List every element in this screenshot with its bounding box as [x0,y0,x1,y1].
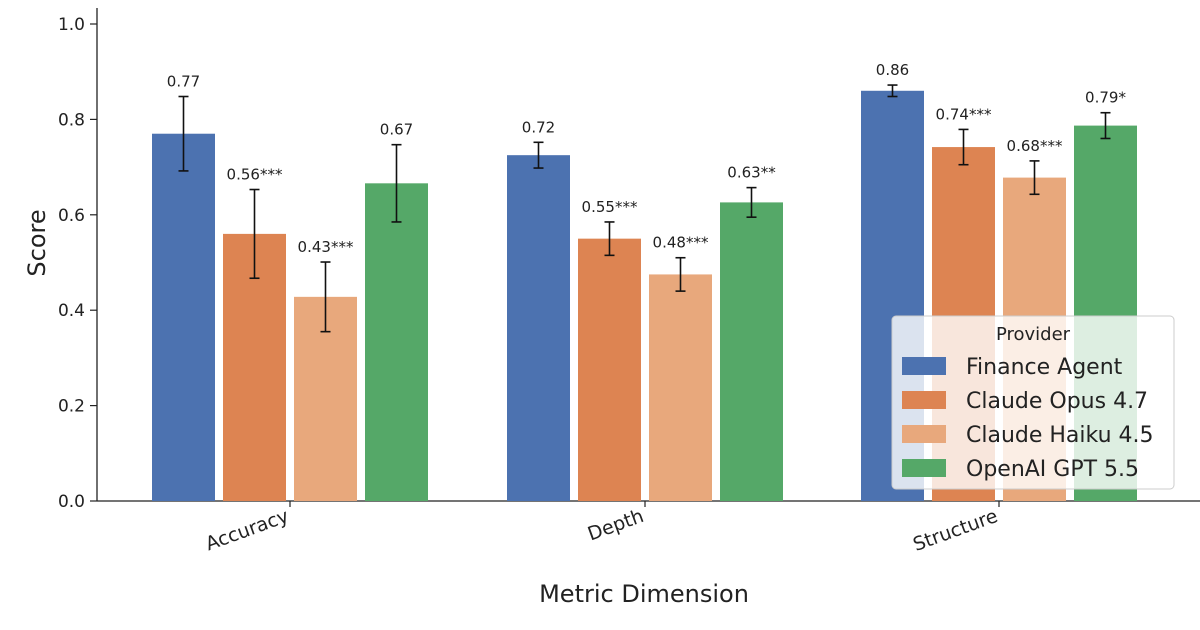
x-category-labels: Accuracy Depth Structure [203,501,1001,556]
bar [578,238,641,501]
y-tick-label: 0.8 [58,110,85,130]
y-tick-label: 0.0 [58,492,85,512]
bar [507,155,570,502]
y-tick-label: 0.2 [58,397,85,417]
bar-value-label: 0.63** [727,164,776,182]
legend-swatch [902,425,946,443]
bar-value-label: 0.48*** [653,234,709,252]
x-category-label: Structure [910,505,1001,556]
bar-value-label: 0.77 [167,73,200,91]
bar-value-label: 0.79* [1085,89,1126,107]
bar-value-label: 0.67 [380,121,413,139]
bar [649,274,712,501]
error-bars [178,84,1111,333]
legend-title: Provider [996,324,1071,345]
legend-frame [891,315,1175,490]
bar [720,202,783,501]
y-tick-label: 1.0 [58,15,85,35]
x-axis-title: Metric Dimension [539,580,749,608]
legend-label: Finance Agent [966,355,1123,380]
y-tick-label: 0.4 [58,301,85,321]
legend-swatch [902,357,946,375]
legend-swatch [902,391,946,409]
y-tick-label: 0.6 [58,206,85,226]
legend-label: Claude Opus 4.7 [966,389,1148,414]
legend-swatch [902,459,946,477]
x-category-label: Accuracy [203,505,292,555]
legend-items: Finance Agent Claude Opus 4.7 Claude Haiku… [902,355,1154,482]
x-category-label: Depth [585,505,647,545]
legend: Provider Finance Agent Claude Opus 4.7 Cla… [891,315,1175,490]
bar [365,183,428,501]
legend-label: Claude Haiku 4.5 [966,423,1154,448]
bar-labels: 0.77 0.72 0.86 0.56*** 0.55*** 0.74*** 0.43***… [167,61,1127,256]
y-ticks: 0.0 0.2 0.4 0.6 0.8 1.0 [58,15,97,512]
bar-value-label: 0.43*** [298,238,354,256]
bar-value-label: 0.72 [522,118,555,136]
bar-value-label: 0.68*** [1007,137,1063,155]
y-axis-title: Score [23,209,51,276]
legend-label: OpenAI GPT 5.5 [966,457,1139,482]
bar-value-label: 0.55*** [582,198,638,216]
bar-value-label: 0.56*** [227,166,283,184]
bar [152,133,215,501]
bar-value-label: 0.74*** [936,105,992,123]
bar-value-label: 0.86 [876,61,909,79]
